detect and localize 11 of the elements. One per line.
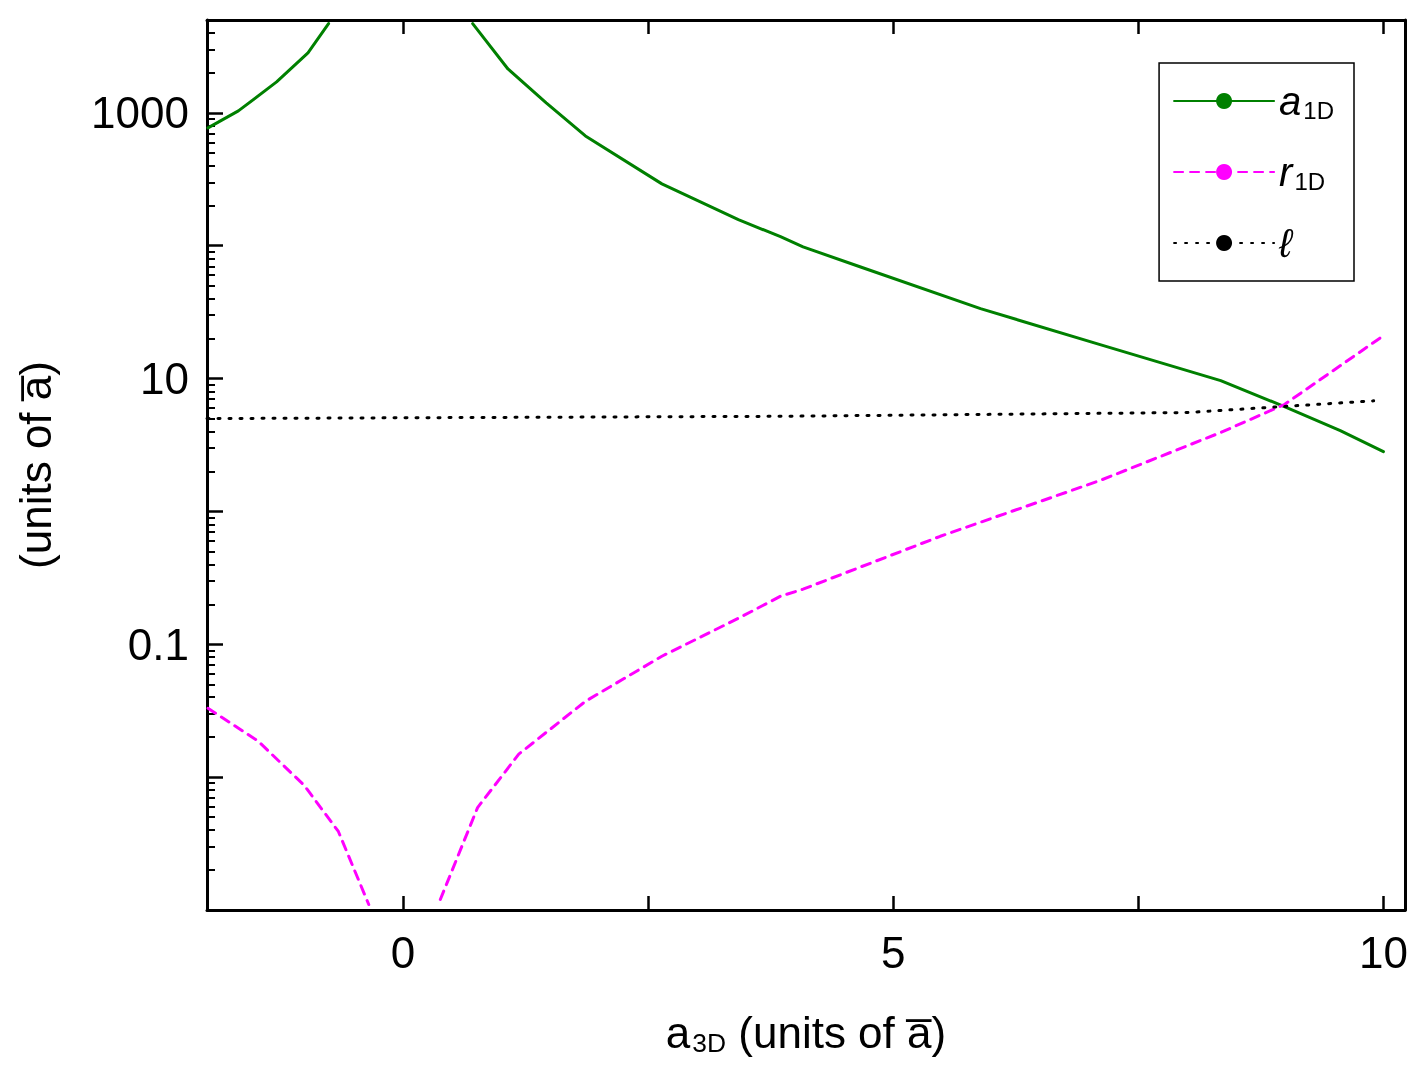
x-axis-title: a3D (units of a̅) <box>665 1008 947 1058</box>
x-tick-label: 0 <box>390 927 416 977</box>
x-tick-label: 5 <box>881 927 906 977</box>
x-tick-label: 10 <box>1358 927 1408 977</box>
y-tick-label: 0.1 <box>127 619 189 669</box>
legend-label: ℓ <box>1278 221 1295 265</box>
y-tick-label: 10 <box>140 354 189 404</box>
legend-label: r1D <box>1279 150 1326 195</box>
y-axis-title: (units of a̅) <box>10 361 60 569</box>
legend-label: a1D <box>1279 79 1335 124</box>
y-tick-label: 1000 <box>91 88 189 138</box>
